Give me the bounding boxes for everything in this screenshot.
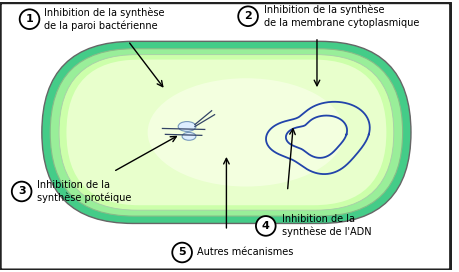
Text: Inhibition de la synthèse
de la membrane cytoplasmique: Inhibition de la synthèse de la membrane… (264, 5, 419, 28)
Text: 5: 5 (178, 248, 186, 258)
Circle shape (20, 9, 39, 29)
FancyBboxPatch shape (67, 60, 386, 205)
Circle shape (172, 243, 192, 262)
Text: Inhibition de la
synthèse de l'ADN: Inhibition de la synthèse de l'ADN (281, 214, 371, 237)
Text: 1: 1 (26, 14, 34, 24)
Text: 3: 3 (18, 187, 25, 196)
Circle shape (256, 216, 276, 236)
Text: Inhibition de la
synthèse protéique: Inhibition de la synthèse protéique (37, 180, 132, 203)
Ellipse shape (182, 132, 196, 140)
FancyBboxPatch shape (50, 49, 403, 216)
Text: Autres mécanismes: Autres mécanismes (197, 248, 293, 258)
FancyBboxPatch shape (59, 55, 394, 210)
FancyBboxPatch shape (42, 41, 411, 224)
Ellipse shape (148, 78, 345, 187)
Circle shape (238, 7, 258, 26)
Circle shape (12, 182, 32, 201)
Text: 4: 4 (262, 221, 270, 231)
Ellipse shape (178, 122, 196, 131)
Text: 2: 2 (244, 11, 252, 21)
Text: Inhibition de la synthèse
de la paroi bactérienne: Inhibition de la synthèse de la paroi ba… (45, 7, 165, 31)
FancyBboxPatch shape (0, 2, 451, 270)
